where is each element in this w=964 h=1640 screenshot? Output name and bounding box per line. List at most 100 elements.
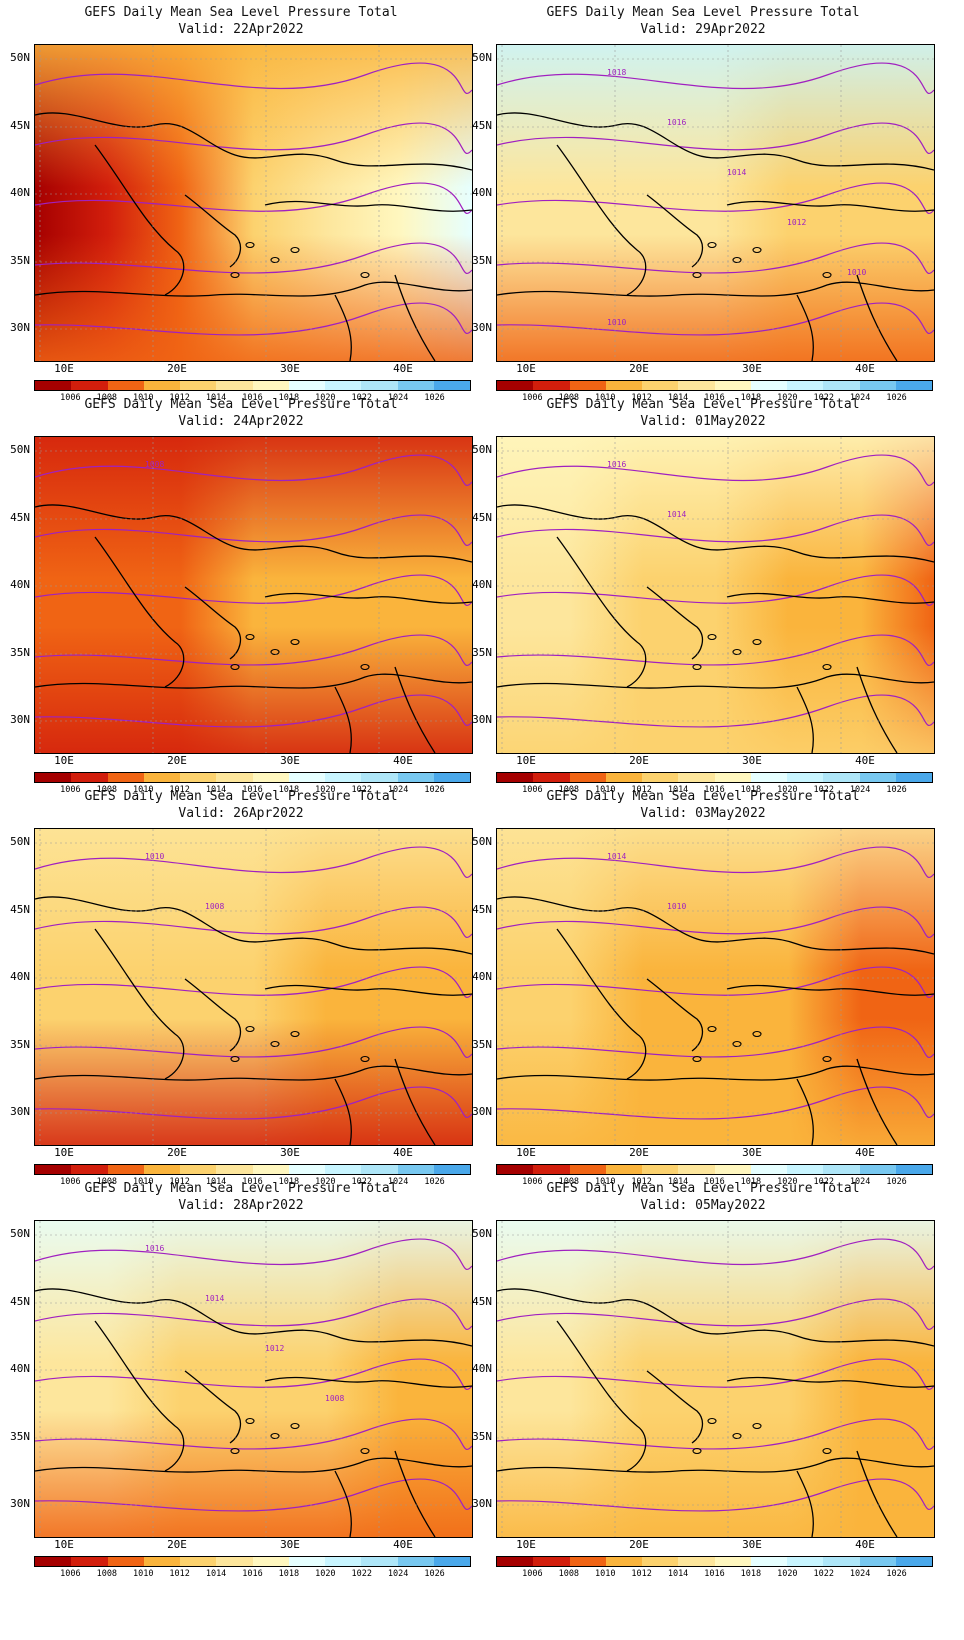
isobar-label: 1010 <box>607 318 626 327</box>
colorbar-label: 1024 <box>849 1569 871 1579</box>
colorbar-label: 1010 <box>133 1177 154 1187</box>
isobar-line <box>497 62 934 95</box>
coastline <box>35 112 472 171</box>
colorbar-swatch <box>361 773 398 782</box>
isobar-line <box>35 694 472 728</box>
colorbar-swatch <box>143 1165 180 1174</box>
isobar-line <box>35 1418 472 1451</box>
colorbar-labels: 1006 1008 1010 1012 1014 1016 1018 1020 1022 1024… <box>34 1177 471 1189</box>
panel-valid-date: Valid: 05May2022 <box>640 1198 766 1213</box>
colorbar-label: 1026 <box>424 785 445 795</box>
lon-label: 40E <box>855 1146 875 1159</box>
coastline <box>394 274 436 361</box>
lat-label: 45N <box>472 903 492 916</box>
colorbar-label: 1008 <box>96 1569 118 1579</box>
colorbar-swatch <box>107 1557 144 1566</box>
panel-title: GEFS Daily Mean Sea Level Pressure Total… <box>462 1180 944 1214</box>
colorbar-swatch <box>750 1557 787 1566</box>
colorbar-swatch <box>678 773 715 782</box>
colorbar-swatch <box>859 1557 896 1566</box>
isobar-label: 1016 <box>145 1244 164 1253</box>
coastline <box>394 1450 436 1537</box>
coastline <box>646 586 704 660</box>
colorbar-swatch <box>35 1165 72 1174</box>
colorbar-label: 1022 <box>813 785 834 795</box>
colorbar-swatch <box>533 1165 570 1174</box>
coastline <box>497 112 934 171</box>
colorbar-label: 1006 <box>60 1177 81 1187</box>
lon-label: 30E <box>742 362 762 375</box>
colorbar <box>496 380 933 391</box>
colorbar-swatch <box>533 1557 570 1566</box>
coastline <box>856 666 898 753</box>
colorbar-label: 1006 <box>60 393 81 403</box>
isobar-line <box>35 182 472 215</box>
colorbar-labels: 1006 1008 1010 1012 1014 1016 1018 1020 1022 1024… <box>496 785 933 797</box>
colorbar-label: 1012 <box>169 785 190 795</box>
map-svg: 1018 1016 1014 1012 1010 1010 <box>497 45 934 361</box>
lon-label: 20E <box>629 362 649 375</box>
colorbar-swatch <box>216 773 253 782</box>
colorbar-swatch <box>180 1165 217 1174</box>
isobar-line <box>497 1478 934 1512</box>
coastline <box>334 294 352 361</box>
lat-label: 35N <box>10 1038 30 1051</box>
coastline <box>796 1078 814 1145</box>
island <box>707 633 717 641</box>
island <box>230 663 240 671</box>
lat-label: 40N <box>10 578 30 591</box>
colorbar-swatch <box>605 1165 642 1174</box>
colorbar-label: 1016 <box>242 1177 263 1187</box>
colorbar-label: 1016 <box>704 785 725 795</box>
lat-label: 45N <box>472 119 492 132</box>
island <box>752 1422 762 1430</box>
colorbar-swatch <box>361 1557 398 1566</box>
panel-title-text: GEFS Daily Mean Sea Level Pressure Total <box>546 5 860 20</box>
colorbar-swatch <box>895 381 932 390</box>
coastline <box>394 1058 436 1145</box>
colorbar-label: 1014 <box>205 785 227 795</box>
colorbar-label: 1018 <box>740 1569 762 1579</box>
colorbar-swatch <box>642 1557 679 1566</box>
coastline <box>35 673 472 689</box>
colorbar-label: 1026 <box>886 393 907 403</box>
lon-label: 40E <box>393 754 413 767</box>
colorbar-swatch <box>714 381 751 390</box>
lon-label: 30E <box>742 754 762 767</box>
colorbar-swatch <box>750 773 787 782</box>
colorbar-swatch <box>533 381 570 390</box>
colorbar-swatch <box>859 773 896 782</box>
colorbar-swatch <box>252 381 289 390</box>
colorbar-swatch <box>143 1557 180 1566</box>
isobar-line <box>497 302 934 336</box>
lon-label: 40E <box>393 1146 413 1159</box>
lon-label: 20E <box>167 362 187 375</box>
map-panel: GEFS Daily Mean Sea Level Pressure Total… <box>462 784 944 1194</box>
isobar-line <box>497 1358 934 1391</box>
map-svg <box>497 1221 934 1537</box>
island <box>245 633 255 641</box>
coastline <box>94 536 185 688</box>
panel-title: GEFS Daily Mean Sea Level Pressure Total… <box>0 396 482 430</box>
island <box>732 256 742 264</box>
coastline <box>646 194 704 268</box>
colorbar-swatch <box>605 381 642 390</box>
colorbar <box>34 1556 471 1567</box>
map-panel: GEFS Daily Mean Sea Level Pressure Total… <box>462 0 944 410</box>
panel-title-text: GEFS Daily Mean Sea Level Pressure Total <box>84 397 398 412</box>
colorbar-label: 1006 <box>60 1569 81 1579</box>
coastline <box>334 1470 352 1537</box>
colorbar-swatch <box>71 381 108 390</box>
island <box>360 1447 370 1455</box>
lat-label: 30N <box>10 713 30 726</box>
colorbar-swatch <box>433 381 470 390</box>
panel-title-text: GEFS Daily Mean Sea Level Pressure Total <box>84 5 398 20</box>
coastline <box>94 928 185 1080</box>
colorbar-label: 1024 <box>387 1569 409 1579</box>
colorbar-label: 1010 <box>133 1569 154 1579</box>
colorbar-label: 1026 <box>424 1177 445 1187</box>
colorbar-label: 1018 <box>278 1569 300 1579</box>
island <box>360 271 370 279</box>
lat-label: 40N <box>10 1362 30 1375</box>
